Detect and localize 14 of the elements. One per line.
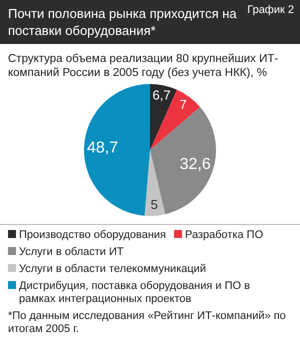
legend-label: Разработка ПО — [185, 229, 264, 241]
chart-subtitle: Структура объема реализации 80 крупнейших ИТ-компаний России в 2005 году (без учета НКК), % — [7, 52, 280, 81]
data-label: 5 — [150, 196, 158, 212]
data-label: 32,6 — [180, 156, 211, 174]
data-label: 6,7 — [152, 87, 171, 102]
legend-label: Дистрибуция, поставка оборудования и ПО в рамках интеграционных проектов — [19, 280, 250, 305]
legend-label: Услуги в области телекоммуникаций — [19, 263, 206, 275]
text: График 2 — [247, 4, 294, 16]
legend-label: Услуги в области ИТ — [19, 246, 124, 258]
text: *По данным исследования «Рейтинг ИТ-компаний» по итогам 2005 г. — [7, 310, 287, 336]
chart-title: Почти половина рынка приходится на поставки оборудования* — [8, 5, 238, 39]
legend-label: Производство оборудования — [19, 229, 166, 241]
data-label: 48,7 — [86, 139, 118, 156]
data-label: 7 — [180, 97, 187, 112]
